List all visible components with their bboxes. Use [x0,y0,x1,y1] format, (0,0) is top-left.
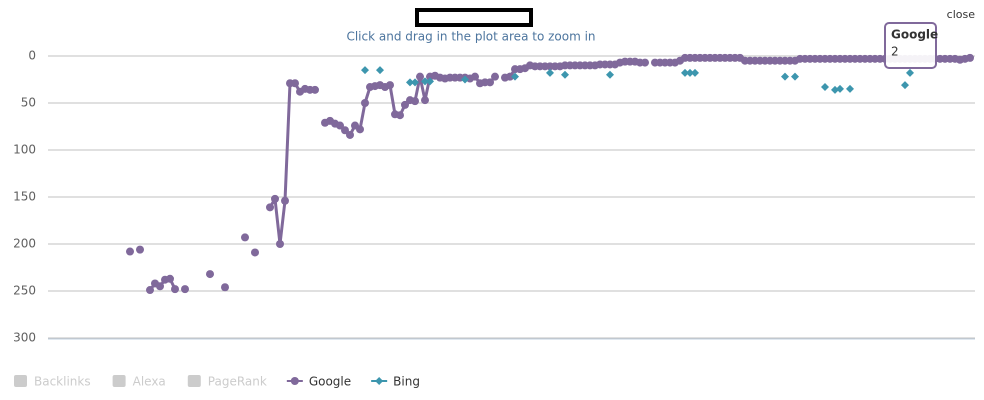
data-point [791,72,799,81]
data-point [166,274,174,283]
legend-item[interactable]: Alexa [112,375,166,389]
data-point [846,84,854,93]
series [126,53,974,295]
tooltip-value: 2 [891,45,899,59]
y-tick-label: 200 [13,237,36,251]
data-point [421,77,429,86]
data-point [421,96,429,105]
data-point [641,58,649,67]
data-point [966,53,974,62]
legend-symbol [14,375,27,387]
legend-item[interactable]: Google [286,375,351,389]
data-point [401,100,409,109]
tooltip-title: Google [891,28,938,42]
legend-symbol [112,375,126,387]
chart-subtitle: Click and drag in the plot area to zoom … [346,30,595,44]
data-point [146,286,154,295]
data-point [336,121,344,130]
data-point [691,68,699,77]
data-point [341,126,349,135]
data-point [821,83,829,92]
data-point [311,85,319,94]
data-point [681,68,689,77]
redacted-title [415,8,533,27]
tooltip: Google 2 [884,22,938,69]
data-point [506,72,514,81]
data-point [356,125,364,134]
data-point [281,196,289,205]
legend-item[interactable]: Backlinks [14,375,91,389]
data-point [511,72,519,81]
legend-label: Google [309,375,351,389]
y-tick-label: 300 [13,331,36,345]
data-point [561,70,569,79]
data-point [606,70,614,79]
legend-item[interactable]: PageRank [187,375,267,389]
data-point [241,233,249,242]
close-button[interactable]: close [947,8,976,21]
data-point [376,66,384,75]
data-point [396,111,404,120]
data-point [346,130,354,139]
data-point [251,248,259,257]
data-point [906,68,914,77]
data-point [206,270,214,279]
y-tick-label: 50 [21,96,36,110]
data-point [686,68,694,77]
legend-label: Backlinks [34,375,91,389]
data-point [411,97,419,106]
data-point [781,72,789,81]
data-point [486,78,494,87]
data-point [126,247,134,256]
data-point [461,75,469,84]
data-point [901,81,909,90]
data-point [171,285,179,294]
tooltip-box [884,22,937,69]
y-tick-label: 250 [13,284,36,298]
data-point [386,81,394,90]
legend-label: PageRank [208,375,267,389]
legend-symbol [290,377,299,385]
legend-label: Bing [393,375,420,389]
y-tick-label: 100 [13,143,36,157]
data-point [271,194,279,203]
legend-item[interactable]: Bing [371,375,420,389]
data-point [471,72,479,81]
y-tick-label: 150 [13,190,36,204]
data-point [291,79,299,88]
series [361,66,914,94]
data-point [361,66,369,75]
legend-label: Alexa [133,375,166,389]
data-point [426,77,434,86]
data-point [276,240,284,248]
data-point [361,99,369,107]
data-point [546,68,554,77]
data-point [411,78,419,87]
data-point [416,72,424,81]
data-point [831,85,839,94]
data-point [181,285,189,294]
data-point [156,282,164,291]
legend-symbol [187,375,201,387]
data-point [136,245,144,254]
y-tick-label: 0 [28,49,36,63]
data-point [491,72,499,81]
data-point [836,84,844,93]
data-point [266,203,274,212]
data-point [406,78,414,87]
legend-symbol [375,377,384,385]
data-point [221,283,229,292]
